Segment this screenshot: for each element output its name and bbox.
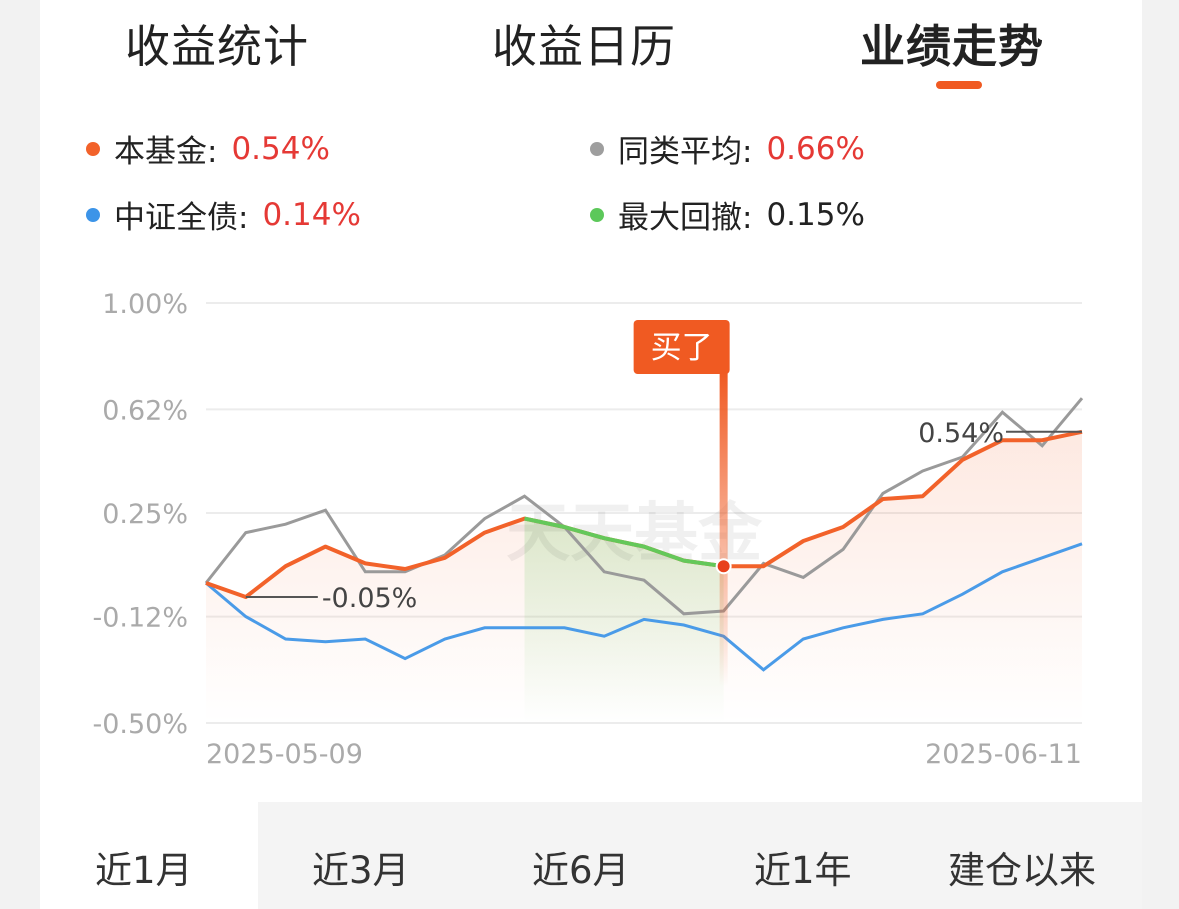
legend-dot-max-drawdown bbox=[590, 207, 604, 222]
legend-label-max-drawdown: 最大回撤: bbox=[618, 200, 753, 236]
min-annotation-label: -0.05% bbox=[322, 583, 418, 614]
legend-label-category-average: 同类平均: bbox=[618, 134, 753, 170]
range-6-months[interactable]: 近6月 bbox=[532, 849, 630, 892]
legend-value-category-average: 0.66% bbox=[766, 130, 865, 167]
performance-chart: 1.00%0.62%0.25%-0.12%-0.50% 天天基金 买了 -0.0… bbox=[92, 289, 1084, 770]
y-tick-label: -0.12% bbox=[92, 603, 188, 634]
buy-marker-stem bbox=[719, 372, 728, 687]
y-tick-label: 0.62% bbox=[102, 395, 188, 426]
range-3-months[interactable]: 近3月 bbox=[312, 849, 410, 892]
range-1-month[interactable]: 近1月 bbox=[95, 849, 193, 892]
active-tab-indicator bbox=[936, 81, 982, 89]
y-tick-label: 0.25% bbox=[102, 499, 188, 530]
y-tick-label: 1.00% bbox=[102, 289, 188, 320]
legend-value-index: 0.14% bbox=[262, 196, 361, 233]
legend-value-max-drawdown: 0.15% bbox=[766, 196, 865, 233]
legend-value-fund: 0.54% bbox=[231, 130, 330, 167]
buy-point-dot bbox=[715, 558, 732, 575]
buy-marker-label: 买了 bbox=[651, 330, 713, 366]
tab-performance-trend[interactable]: 业绩走势 bbox=[860, 20, 1045, 73]
drawdown-line bbox=[524, 516, 724, 569]
series-line-index bbox=[205, 542, 1083, 672]
legend-dot-index bbox=[86, 207, 100, 222]
tab-profit-statistics[interactable]: 收益统计 bbox=[125, 20, 310, 73]
legend-label-index: 中证全债: bbox=[114, 200, 249, 236]
y-tick-label: -0.50% bbox=[92, 709, 188, 740]
range-1-year[interactable]: 近1年 bbox=[754, 849, 852, 892]
legend-max-drawdown: 最大回撤: 0.15% bbox=[590, 192, 865, 237]
range-since-inception[interactable]: 建仓以来 bbox=[948, 849, 1096, 892]
buy-marker-box bbox=[633, 320, 730, 374]
legend-dot-fund bbox=[86, 141, 100, 156]
series-line-category-average bbox=[204, 397, 1084, 616]
legend-dot-category-average bbox=[590, 141, 604, 156]
tab-profit-calendar[interactable]: 收益日历 bbox=[492, 20, 677, 73]
legend-index: 中证全债: 0.14% bbox=[86, 192, 361, 237]
legend-category-average: 同类平均: 0.66% bbox=[590, 126, 865, 171]
range-selector bbox=[258, 802, 1142, 909]
drawdown-area-fill bbox=[524, 518, 724, 723]
y-axis-ticks: 1.00% 0.62% 0.25% -0.12% -0.50% bbox=[92, 289, 188, 740]
legend-fund: 本基金: 0.54% bbox=[86, 126, 330, 171]
legend-label-fund: 本基金: bbox=[114, 134, 218, 170]
x-axis-start-label: 2025-05-09 bbox=[206, 739, 363, 770]
x-axis-end-label: 2025-06-11 bbox=[925, 739, 1082, 770]
end-annotation-label: 0.54% bbox=[918, 418, 1004, 449]
